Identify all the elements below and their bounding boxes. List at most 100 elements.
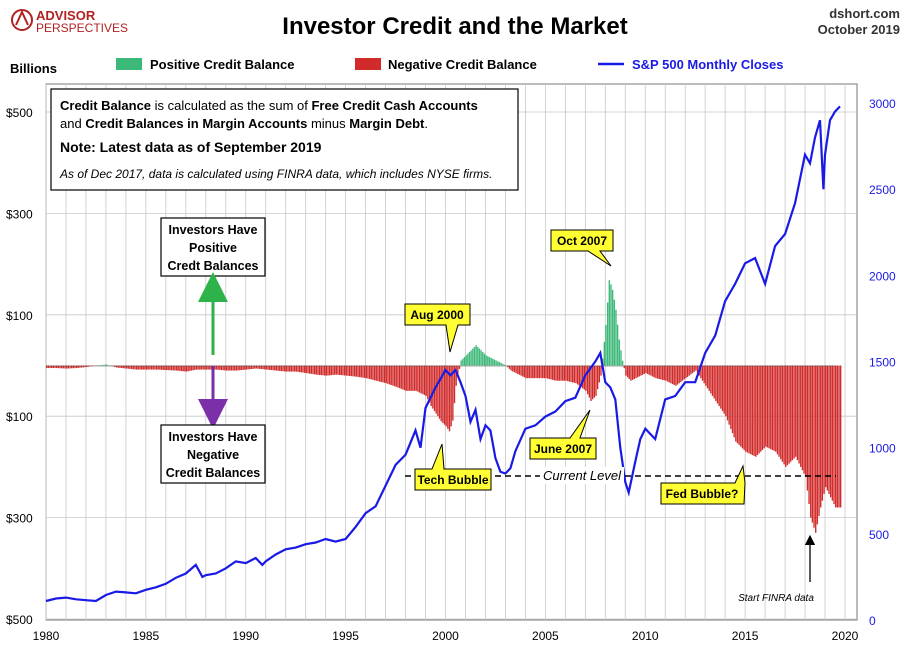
x-tick-label: 1990 [232, 629, 259, 643]
credit-balance-bar [154, 365, 156, 370]
credit-balance-bar [796, 365, 799, 461]
credit-balance-bar [600, 365, 602, 376]
svg-text:Aug 2000: Aug 2000 [410, 308, 464, 322]
credit-balance-bar [593, 365, 596, 398]
credit-balance-bar [270, 365, 273, 371]
credit-balance-bar [508, 365, 511, 369]
credit-balance-bar [100, 364, 103, 366]
credit-balance-bar [107, 364, 109, 366]
credit-balance-bar [398, 365, 401, 389]
credit-balance-bar [641, 365, 644, 375]
credit-balance-bar [174, 365, 176, 371]
x-tick-label: 1985 [133, 629, 160, 643]
sp500-line [45, 105, 841, 603]
credit-balance-bar [362, 365, 364, 378]
credit-balance-bar [333, 365, 336, 375]
credit-balance-bar [337, 365, 339, 375]
credit-balance-bar [590, 365, 592, 401]
credit-balance-bar [165, 365, 168, 371]
credit-balance-bar [808, 365, 810, 505]
credit-balance-bar [811, 365, 814, 523]
credit-balance-bar [125, 365, 128, 369]
credit-balance-bar [540, 365, 542, 379]
credit-balance-bar [257, 365, 259, 369]
credit-balance-bar [435, 365, 437, 414]
credit-balance-bar [320, 365, 323, 376]
negative-box: Investors Have Negative Credit Balances [160, 424, 266, 484]
credit-balance-bar [442, 365, 444, 423]
credit-balance-bar [493, 359, 496, 366]
credit-balance-bar [373, 365, 376, 381]
credit-balance-bar [798, 365, 800, 464]
credit-balance-bar [731, 365, 734, 434]
y-right-tick-label: 500 [869, 528, 889, 542]
credit-balance-bar [97, 365, 99, 366]
credit-balance-bar [530, 365, 532, 379]
y-left-tick-label: $300 [6, 207, 33, 221]
y-left-tick-label: $500 [6, 613, 33, 627]
credit-balance-bar [653, 365, 655, 378]
credit-balance-bar [219, 365, 221, 370]
credit-balance-bar [658, 365, 660, 380]
credit-balance-bar [736, 365, 739, 444]
credit-balance-bar [295, 365, 298, 372]
credit-balance-bar [748, 365, 750, 454]
credit-balance-bar [117, 365, 119, 368]
credit-balance-bar [407, 365, 409, 391]
credit-balance-bar [297, 365, 299, 372]
credit-balance-bar [50, 365, 53, 369]
credit-balance-bar [425, 365, 427, 396]
chart-title: Investor Credit and the Market [282, 13, 627, 40]
credit-balance-bar [132, 365, 134, 370]
credit-balance-bar [565, 365, 567, 381]
credit-balance-bar [200, 365, 203, 370]
credit-balance-bar [164, 365, 166, 370]
credit-balance-bar [552, 365, 554, 380]
credit-balance-bar [55, 365, 58, 369]
credit-balance-bar [620, 350, 622, 366]
credit-balance-bar [636, 365, 639, 378]
credit-balance-bar [387, 365, 389, 384]
credit-balance-bar [360, 365, 362, 378]
credit-balance-bar [463, 357, 466, 366]
credit-balance-bar [720, 365, 722, 409]
current-level-bg [540, 467, 624, 484]
credit-balance-bar [633, 365, 635, 380]
credit-balance-bar [725, 365, 727, 417]
credit-balance-bar [147, 365, 149, 370]
credit-balance-bar [130, 365, 133, 370]
credit-balance-bar [721, 365, 724, 412]
credit-balance-bar [701, 365, 704, 381]
x-tick-label: 2020 [832, 629, 859, 643]
credit-balance-bar [245, 365, 248, 370]
credit-balance-bar [818, 365, 820, 516]
credit-balance-bar [523, 365, 526, 378]
credit-balance-bar [490, 357, 492, 366]
y-left-tick-label: $500 [6, 106, 33, 120]
credit-balance-bar [317, 365, 319, 375]
credit-balance-bar [510, 365, 512, 371]
credit-balance-bar [495, 360, 497, 366]
credit-balance-bar [596, 365, 599, 390]
credit-balance-bar [645, 365, 647, 374]
credit-balance-bar [693, 365, 695, 372]
credit-balance-bar [210, 365, 213, 370]
credit-balance-bar [513, 365, 516, 373]
credit-balance-bar [766, 365, 769, 448]
credit-balance-bar [538, 365, 541, 379]
credit-balance-bar [562, 365, 564, 381]
credit-balance-bar [315, 365, 318, 375]
credit-balance-bar [838, 365, 840, 508]
credit-balance-bar [175, 365, 178, 371]
credit-balance-bar [187, 365, 189, 372]
y-axis-right: 3000 2500 2000 1500 1000 500 0 [869, 97, 896, 628]
credit-balance-bar [75, 365, 78, 369]
credit-balance-bar [348, 365, 351, 376]
credit-balance-bar [595, 365, 597, 396]
credit-balance-bar [470, 350, 472, 366]
logo-line1: ADVISOR [36, 8, 96, 23]
credit-balance-bar [741, 365, 744, 449]
credit-balance-bar [209, 365, 211, 370]
credit-balance-bar [382, 365, 384, 383]
